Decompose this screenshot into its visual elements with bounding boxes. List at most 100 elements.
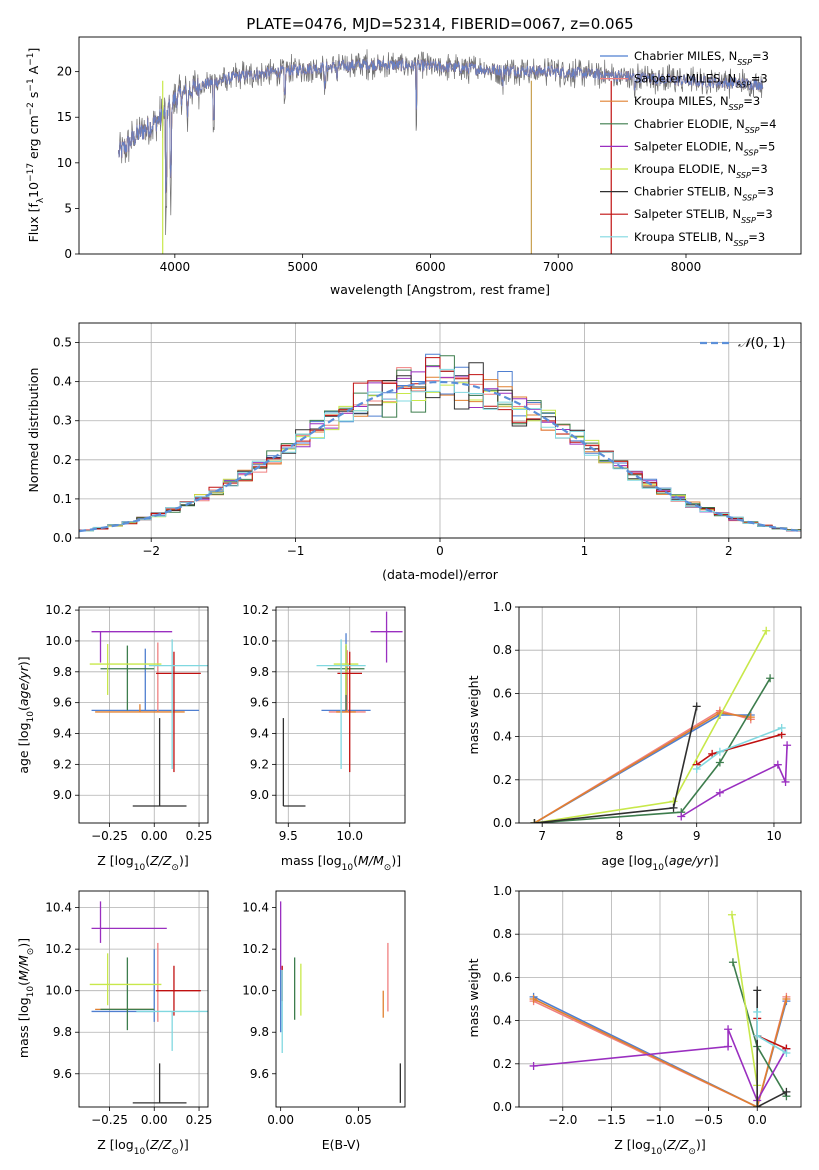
spectrum-xlabel: wavelength [Angstrom, rest frame] bbox=[330, 282, 550, 297]
weight-marker bbox=[753, 1031, 762, 1040]
legend-label: Salpeter ELODIE, NSSP=5 bbox=[634, 139, 775, 157]
weight-line bbox=[534, 706, 698, 823]
weight-marker bbox=[782, 1087, 791, 1096]
weight-marker bbox=[715, 788, 724, 797]
age_vs_mass-plot-area bbox=[282, 611, 403, 807]
age_vs_Z-ytick-label: 10.2 bbox=[45, 603, 72, 617]
legend-label: Chabrier ELODIE, NSSP=4 bbox=[634, 117, 776, 135]
weight-marker bbox=[782, 995, 791, 1003]
mass_vs_EBV-ytick-label: 9.8 bbox=[250, 1025, 269, 1039]
weight-marker bbox=[692, 765, 701, 773]
mass-vs-Z-xlabel: Z [log10(Z/Z⊙)] bbox=[97, 1137, 188, 1157]
residuals-ylabel: Normed distribution bbox=[26, 368, 41, 493]
legend-label: 𝒩(0, 1) bbox=[738, 336, 785, 351]
age-vs-mass-xlabel: mass [log10(M/M⊙)] bbox=[281, 853, 401, 873]
mass_weight_vs_age-ytick-label: 0.0 bbox=[493, 816, 512, 830]
mass_vs_Z-plot-area bbox=[89, 901, 208, 1104]
spectrum-plot-area bbox=[118, 49, 764, 254]
mass_weight_vs_age-ytick-label: 0.2 bbox=[493, 773, 512, 787]
age_vs_mass-ytick-label: 9.2 bbox=[250, 757, 269, 771]
age-vs-Z-ylabel: age [log10(age/yr)] bbox=[16, 656, 36, 773]
spectrum-legend: Chabrier MILES, NSSP=3 Salpeter MILES, NS… bbox=[600, 49, 776, 247]
residuals-xtick-label: −1 bbox=[287, 544, 305, 558]
residual-histogram bbox=[79, 368, 801, 532]
mass_vs_Z-ytick-label: 10.2 bbox=[45, 942, 72, 956]
mass_weight_vs_Z-xtick-label: 0.0 bbox=[748, 1113, 767, 1127]
weight-marker bbox=[753, 986, 762, 995]
weight-line bbox=[731, 914, 758, 1107]
age_vs_mass-xtick-label: 10.0 bbox=[336, 829, 363, 843]
weight-vs-Z-xlabel: Z [log10(Z/Z⊙)] bbox=[614, 1137, 705, 1157]
legend-label: Kroupa ELODIE, NSSP=3 bbox=[634, 162, 768, 180]
residuals-ytick-label: 0.2 bbox=[53, 453, 72, 467]
age_vs_mass-ytick-label: 10.0 bbox=[242, 634, 269, 648]
mass_vs_EBV-axes: 0.00 0.05 9.6 9.8 10.0 10.2 10.4 E(B-V) bbox=[242, 890, 406, 1152]
legend-label: Chabrier MILES, NSSP=3 bbox=[634, 49, 769, 67]
spectrum-xtick-label: 7000 bbox=[543, 260, 574, 274]
spectrum-ytick-label: 15 bbox=[57, 110, 72, 124]
spectrum-axes: 4000 5000 6000 7000 8000 0 5 10 15 20 Chabrier MIL… bbox=[26, 36, 802, 297]
mass_vs_Z-axes: −0.25 0.00 0.25 9.6 9.8 10.0 10.2 10.4 Z [log10(… bbox=[16, 890, 212, 1157]
mass_vs_EBV-plot-area bbox=[280, 901, 401, 1103]
spectrum-xtick-label: 8000 bbox=[671, 260, 702, 274]
weight-marker bbox=[746, 713, 755, 722]
residuals-ytick-label: 0.1 bbox=[53, 492, 72, 506]
mass_weight_vs_Z-xtick-label: −2.0 bbox=[548, 1113, 577, 1127]
mass_vs_Z-frame bbox=[78, 890, 209, 1108]
mass_weight_vs_Z-ytick-label: 0.6 bbox=[493, 970, 512, 984]
weight-marker bbox=[529, 1061, 538, 1070]
weight-vs-age-ylabel: mass weight bbox=[466, 675, 481, 754]
mass_weight_vs_Z-frame bbox=[518, 890, 802, 1108]
weight-marker bbox=[530, 819, 539, 823]
residuals-xtick-label: −2 bbox=[142, 544, 160, 558]
mass_weight_vs_age-ytick-label: 0.8 bbox=[493, 643, 512, 657]
age_vs_Z-ytick-label: 9.2 bbox=[53, 757, 72, 771]
weight-marker bbox=[777, 723, 786, 732]
weight-marker bbox=[724, 1025, 733, 1034]
mass_weight_vs_age-plot-area bbox=[530, 626, 792, 823]
spectrum-ytick-label: 10 bbox=[57, 156, 72, 170]
weight-marker bbox=[773, 760, 782, 769]
mass_weight_vs_Z-ytick-label: 0.0 bbox=[493, 1100, 512, 1114]
mass_weight_vs_Z-ytick-label: 1.0 bbox=[493, 884, 512, 898]
residuals-xtick-label: 0 bbox=[436, 544, 444, 558]
mass_vs_EBV-frame bbox=[275, 890, 406, 1108]
mass_vs_Z-ytick-label: 9.8 bbox=[53, 1025, 72, 1039]
weight-marker bbox=[715, 758, 724, 767]
mass_weight_vs_age-xtick-label: 10 bbox=[766, 829, 781, 843]
spectrum-ylabel: Flux [fλ10−17 erg cm−2 s−1 A−1] bbox=[26, 48, 46, 243]
age_vs_Z-plot-area bbox=[89, 631, 208, 807]
age_vs_mass-ytick-label: 9.4 bbox=[250, 727, 269, 741]
spectrum-xtick-label: 6000 bbox=[415, 260, 446, 274]
age_vs_mass-ytick-label: 10.2 bbox=[242, 603, 269, 617]
residuals-axes: −2 −1 0 1 2 0.0 0.1 0.2 0.3 0.4 0.5 𝒩(0, 1) (data-mo… bbox=[26, 322, 802, 582]
mass_vs_EBV-xtick-label: 0.00 bbox=[267, 1113, 294, 1127]
age_vs_Z-ytick-label: 9.6 bbox=[53, 696, 72, 710]
age_vs_mass-ytick-label: 9.0 bbox=[250, 788, 269, 802]
weight-marker bbox=[529, 995, 538, 1003]
mass_weight_vs_Z-plot-area bbox=[529, 910, 791, 1107]
weight-marker bbox=[782, 1049, 791, 1057]
residuals-ytick-label: 0.3 bbox=[53, 414, 72, 428]
residuals-xlabel: (data-model)/error bbox=[382, 567, 499, 582]
mass_weight_vs_age-axes: 7 8 9 10 0.0 0.2 0.4 0.6 0.8 1.0 age [log10(age/yr… bbox=[466, 600, 802, 873]
residuals-plot-area bbox=[79, 353, 801, 533]
age_vs_Z-xtick-label: −0.25 bbox=[91, 829, 128, 843]
weight-marker bbox=[727, 910, 736, 919]
weight-marker bbox=[781, 777, 790, 786]
age_vs_mass-axes: 9.5 10.0 9.0 9.2 9.4 9.6 9.8 10.0 10.2 mass [log1… bbox=[242, 603, 406, 873]
mass_vs_Z-xtick-label: −0.25 bbox=[91, 1113, 128, 1127]
age_vs_Z-frame bbox=[78, 606, 209, 824]
legend-label: Chabrier STELIB, NSSP=3 bbox=[634, 185, 774, 203]
weight-marker bbox=[677, 812, 686, 821]
mass_weight_vs_Z-ytick-label: 0.8 bbox=[493, 927, 512, 941]
age_vs_mass-frame bbox=[275, 606, 406, 824]
weight-marker bbox=[715, 747, 724, 756]
mass_vs_EBV-ytick-label: 10.4 bbox=[242, 901, 269, 915]
spectrum-ytick-label: 5 bbox=[64, 201, 72, 215]
age-vs-Z-xlabel: Z [log10(Z/Z⊙)] bbox=[97, 853, 188, 873]
mass_weight_vs_Z-xtick-label: −1.0 bbox=[645, 1113, 674, 1127]
mass_weight_vs_Z-xtick-label: −1.5 bbox=[597, 1113, 626, 1127]
age_vs_mass-ytick-label: 9.8 bbox=[250, 665, 269, 679]
